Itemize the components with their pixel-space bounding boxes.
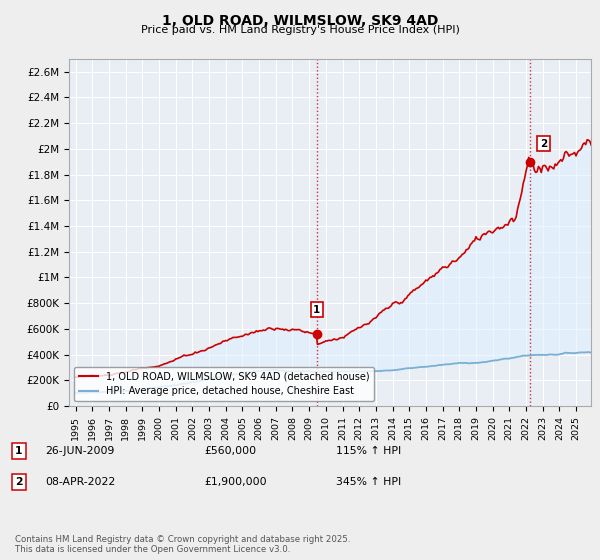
Text: 1: 1 xyxy=(313,305,320,315)
Text: 08-APR-2022: 08-APR-2022 xyxy=(45,477,115,487)
Text: Price paid vs. HM Land Registry's House Price Index (HPI): Price paid vs. HM Land Registry's House … xyxy=(140,25,460,35)
Text: 115% ↑ HPI: 115% ↑ HPI xyxy=(336,446,401,456)
Text: 26-JUN-2009: 26-JUN-2009 xyxy=(45,446,115,456)
Legend: 1, OLD ROAD, WILMSLOW, SK9 4AD (detached house), HPI: Average price, detached ho: 1, OLD ROAD, WILMSLOW, SK9 4AD (detached… xyxy=(74,367,374,401)
Text: £1,900,000: £1,900,000 xyxy=(204,477,266,487)
Text: 2: 2 xyxy=(540,139,547,148)
Text: 2: 2 xyxy=(15,477,23,487)
Text: 1, OLD ROAD, WILMSLOW, SK9 4AD: 1, OLD ROAD, WILMSLOW, SK9 4AD xyxy=(162,14,438,28)
Text: £560,000: £560,000 xyxy=(204,446,256,456)
Text: 345% ↑ HPI: 345% ↑ HPI xyxy=(336,477,401,487)
Text: 1: 1 xyxy=(15,446,23,456)
Text: Contains HM Land Registry data © Crown copyright and database right 2025.
This d: Contains HM Land Registry data © Crown c… xyxy=(15,535,350,554)
